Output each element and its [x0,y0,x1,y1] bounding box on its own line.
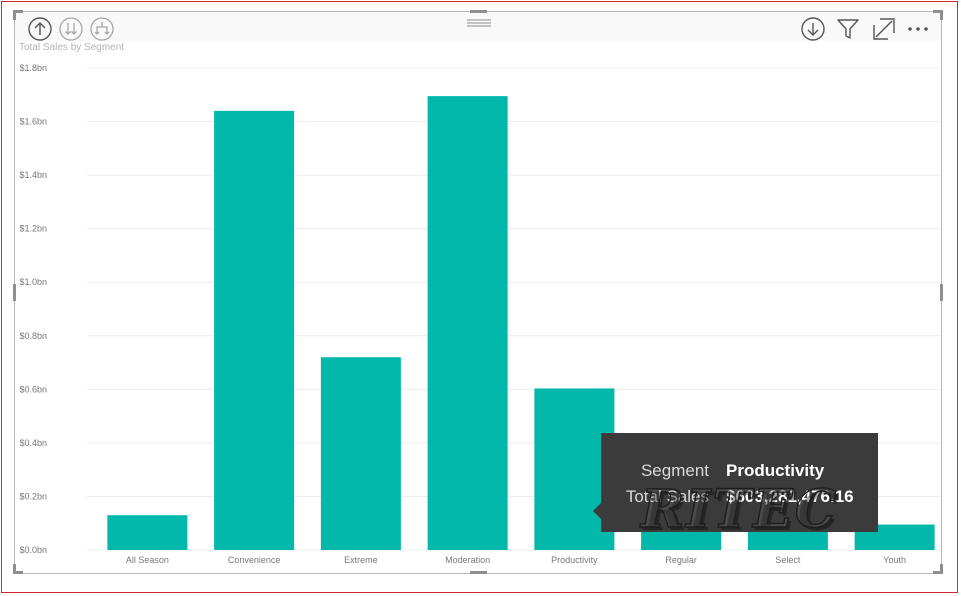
drag-grip-icon[interactable] [467,18,491,28]
bar[interactable] [427,96,508,550]
y-tick-label: $1.6bn [19,117,47,127]
tooltip-sales-value: $603,281,476.16 [726,487,854,506]
y-tick-label: $0.6bn [19,384,47,394]
fork-down-circle-icon[interactable] [89,16,115,42]
tooltip-sales-label: Total Sales [625,487,709,506]
resize-handle-top-middle[interactable] [470,10,487,13]
resize-handle-right-middle[interactable] [940,284,943,301]
y-tick-label: $0.2bn [19,491,47,501]
tooltip-segment-label: Segment [640,461,709,480]
bar-chart-plot: $0.0bn $0.2bn $0.4bn $0.6bn $0.8bn $1.0bn $1.2… [19,63,941,565]
bar[interactable] [320,357,401,550]
x-tick-label: Moderation [445,555,490,565]
y-tick-label: $0.0bn [19,545,47,555]
y-tick-label: $1.4bn [19,170,47,180]
arrow-up-circle-icon[interactable] [27,16,53,42]
funnel-icon[interactable] [835,16,861,42]
resize-handle-top-left[interactable] [13,10,23,13]
resize-handle-left-middle[interactable] [13,284,16,301]
x-tick-label: Convenience [228,555,281,565]
bar-chart-visual[interactable]: Total Sales by Segment $0.0bn $0.2bn $0.4b… [13,10,943,574]
x-tick-label: Regular [665,555,697,565]
resize-handle-top-right-v[interactable] [940,10,943,20]
y-tick-label: $1.8bn [19,63,47,73]
expand-icon[interactable] [871,16,897,42]
resize-handle-bottom-right-v[interactable] [940,564,943,574]
x-tick-label: Productivity [551,555,598,565]
x-tick-label: All Season [126,555,169,565]
y-tick-label: $1.0bn [19,277,47,287]
data-tooltip: Segment Productivity Total Sales $603,28… [593,433,878,532]
bar[interactable] [214,110,295,550]
watermark-logo: RITEC [640,479,839,540]
resize-handle-bottom-left[interactable] [13,571,23,574]
double-arrow-down-circle-icon[interactable] [58,16,84,42]
arrow-down-circle-icon[interactable] [800,16,826,42]
bar[interactable] [107,515,188,550]
ellipsis-icon[interactable] [905,16,935,42]
resize-handle-top-right[interactable] [933,10,943,13]
tooltip-segment-value: Productivity [726,461,825,480]
bar[interactable] [641,528,722,550]
tooltip-pointer [593,503,601,519]
resize-handle-top-left-v[interactable] [13,10,16,20]
bar[interactable] [747,527,828,550]
y-tick-label: $0.4bn [19,438,47,448]
x-tick-label: Youth [883,555,906,565]
y-tick-label: $1.2bn [19,224,47,234]
chart-title: Total Sales by Segment [19,42,125,53]
y-tick-label: $0.8bn [19,331,47,341]
x-tick-label: Select [775,555,801,565]
x-tick-label: Extreme [344,555,378,565]
resize-handle-bottom-middle[interactable] [470,571,487,574]
resize-handle-bottom-left-v[interactable] [13,564,16,574]
resize-handle-bottom-right[interactable] [933,571,943,574]
